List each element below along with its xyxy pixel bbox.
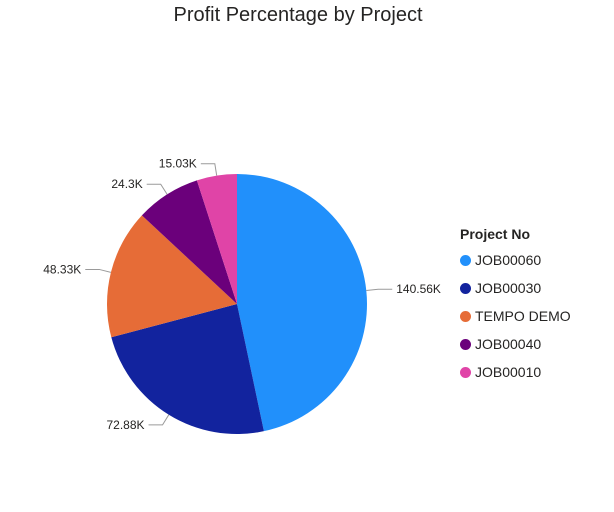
legend-item-job00060[interactable]: JOB00060 bbox=[460, 246, 571, 274]
pie-slice-tempo-demo[interactable] bbox=[107, 215, 238, 338]
legend-item-job00040[interactable]: JOB00040 bbox=[460, 330, 571, 358]
leader-line-job00060 bbox=[366, 288, 393, 291]
legend-item-tempo-demo[interactable]: TEMPO DEMO bbox=[460, 302, 571, 330]
legend-label: JOB00030 bbox=[475, 280, 542, 296]
data-label-tempo-demo: 48.33K bbox=[43, 262, 81, 276]
leader-line-job00030 bbox=[148, 414, 170, 426]
pie-slice-job00060[interactable] bbox=[237, 174, 367, 432]
pie-slice-job00010[interactable] bbox=[196, 174, 237, 304]
data-label-job00060: 140.56K bbox=[396, 282, 441, 296]
data-label-job00040: 24.3K bbox=[111, 177, 142, 191]
legend-marker bbox=[460, 366, 471, 378]
leader-line-tempo-demo bbox=[85, 268, 112, 273]
data-label-job00030: 72.88K bbox=[106, 418, 144, 432]
data-label-job00010: 15.03K bbox=[159, 157, 197, 171]
leader-line-job00040 bbox=[146, 183, 168, 195]
pie-slice-job00030[interactable] bbox=[111, 304, 264, 434]
legend-marker bbox=[460, 310, 471, 322]
legend-label: JOB00040 bbox=[475, 336, 542, 352]
legend-marker bbox=[460, 338, 471, 350]
legend: Project No JOB00060 JOB00030 TEMPO DEMO JOB… bbox=[460, 226, 571, 386]
legend-marker bbox=[460, 282, 471, 294]
pie-slice-job00040[interactable] bbox=[141, 180, 237, 304]
legend-label: JOB00060 bbox=[475, 252, 542, 268]
legend-item-job00030[interactable]: JOB00030 bbox=[460, 274, 571, 302]
legend-title: Project No bbox=[460, 226, 531, 242]
legend-label: TEMPO DEMO bbox=[475, 308, 571, 324]
legend-marker bbox=[460, 254, 471, 266]
chart-title: Profit Percentage by Project bbox=[173, 4, 423, 26]
legend-label: JOB00010 bbox=[475, 364, 542, 380]
legend-item-job00010[interactable]: JOB00010 bbox=[460, 358, 571, 386]
leader-line-job00010 bbox=[200, 163, 218, 176]
